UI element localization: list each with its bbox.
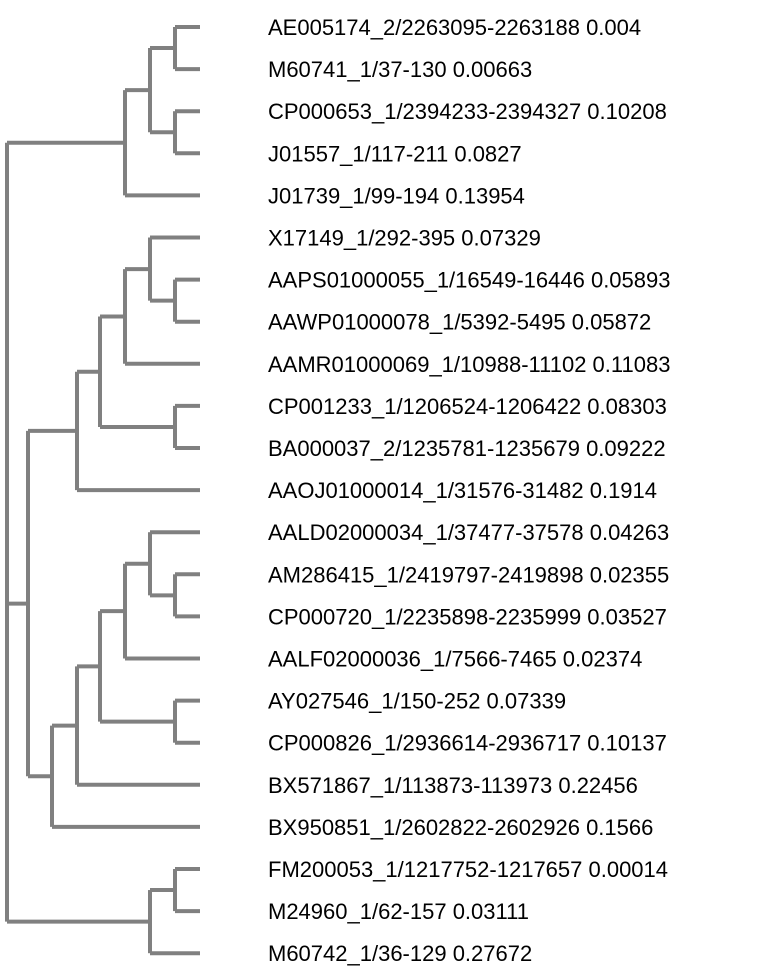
leaf-label: AY027546_1/150-252 0.07339 [268, 689, 566, 714]
leaf-label: M60742_1/36-129 0.27672 [268, 941, 532, 966]
leaf-label: M24960_1/62-157 0.03111 [268, 899, 529, 924]
leaf-label: AALF02000036_1/7566-7465 0.02374 [268, 647, 642, 672]
leaf-label: AAOJ01000014_1/31576-31482 0.1914 [268, 478, 657, 503]
leaf-label: X17149_1/292-395 0.07329 [268, 226, 541, 251]
leaf-label: AALD02000034_1/37477-37578 0.04263 [268, 520, 669, 545]
leaf-label: FM200053_1/1217752-1217657 0.00014 [268, 857, 668, 882]
leaf-label: AM286415_1/2419797-2419898 0.02355 [268, 562, 669, 587]
leaf-label: J01557_1/117-211 0.0827 [268, 141, 522, 166]
leaf-label: CP000826_1/2936614-2936717 0.10137 [268, 731, 667, 756]
leaf-label: AAPS01000055_1/16549-16446 0.05893 [268, 268, 670, 293]
leaf-label: CP000720_1/2235898-2235999 0.03527 [268, 604, 667, 629]
leaf-label: BX571867_1/113873-113973 0.22456 [268, 773, 638, 798]
tree-branches [5, 25, 200, 956]
leaf-label: CP000653_1/2394233-2394327 0.10208 [268, 99, 667, 124]
leaf-label: J01739_1/99-194 0.13954 [268, 183, 525, 208]
leaf-label: AAWP01000078_1/5392-5495 0.05872 [268, 310, 651, 335]
leaf-label: M60741_1/37-130 0.00663 [268, 57, 532, 82]
leaf-labels: AE005174_2/2263095-2263188 0.004 M60741_1… [268, 15, 670, 966]
leaf-label: AE005174_2/2263095-2263188 0.004 [268, 15, 641, 40]
leaf-label: BX950851_1/2602822-2602926 0.1566 [268, 815, 653, 840]
leaf-label: BA000037_2/1235781-1235679 0.09222 [268, 436, 666, 461]
leaf-label: CP001233_1/1206524-1206422 0.08303 [268, 394, 667, 419]
leaf-label: AAMR01000069_1/10988-11102 0.11083 [268, 352, 670, 377]
